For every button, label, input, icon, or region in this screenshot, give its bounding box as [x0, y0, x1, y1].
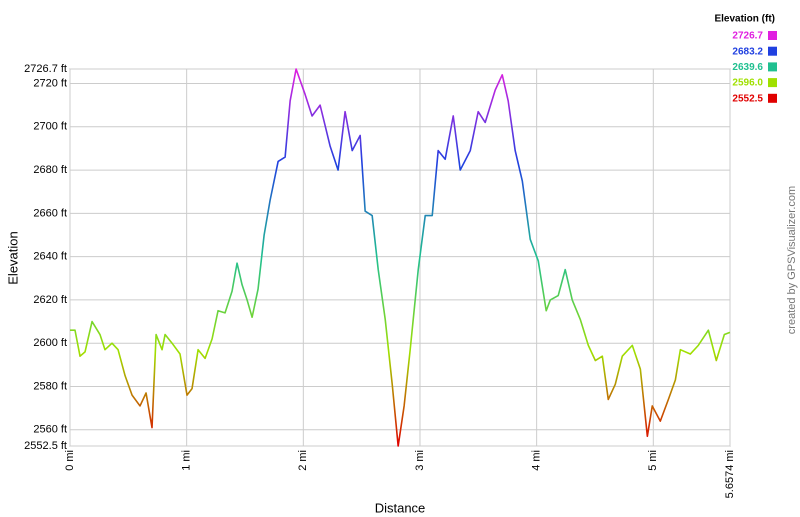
y-tick-label: 2726.7 ft — [24, 63, 67, 75]
y-tick-label: 2552.5 ft — [24, 440, 67, 452]
x-tick-label: 4 mi — [531, 450, 543, 471]
x-tick-label: 3 mi — [414, 450, 426, 471]
x-tick-label: 5.6574 mi — [724, 450, 736, 498]
y-tick-label: 2560 ft — [33, 424, 67, 436]
legend-swatch — [768, 93, 777, 103]
y-tick-label: 2660 ft — [33, 207, 67, 219]
x-axis-title: Distance — [375, 500, 426, 515]
legend-label: 2639.6 — [732, 62, 763, 73]
watermark: created by GPSVisualizer.com — [786, 186, 798, 334]
y-tick-label: 2640 ft — [33, 251, 67, 263]
legend-swatch — [768, 46, 777, 56]
legend-label: 2726.7 — [732, 31, 763, 42]
legend-swatch — [768, 62, 777, 72]
x-tick-label: 5 mi — [647, 450, 659, 471]
plot-area — [69, 68, 731, 447]
legend-label: 2596.0 — [732, 78, 763, 89]
elevation-line — [70, 68, 731, 447]
x-tick-label: 2 mi — [297, 450, 309, 471]
y-tick-label: 2580 ft — [33, 380, 67, 392]
legend-swatch — [768, 31, 777, 40]
legend-label: 2552.5 — [732, 93, 763, 104]
legend-title: Elevation (ft) — [714, 14, 775, 25]
x-tick-label: 1 mi — [181, 450, 193, 471]
y-tick-label: 2700 ft — [33, 121, 67, 133]
y-axis-title: Elevation — [5, 231, 20, 284]
y-tick-label: 2600 ft — [33, 337, 67, 349]
y-tick-label: 2620 ft — [33, 294, 67, 306]
x-tick-label: 0 mi — [64, 450, 76, 471]
y-tick-label: 2720 ft — [33, 77, 67, 89]
legend-label: 2683.2 — [732, 46, 763, 57]
y-tick-label: 2680 ft — [33, 164, 67, 176]
legend-swatch — [768, 78, 777, 88]
